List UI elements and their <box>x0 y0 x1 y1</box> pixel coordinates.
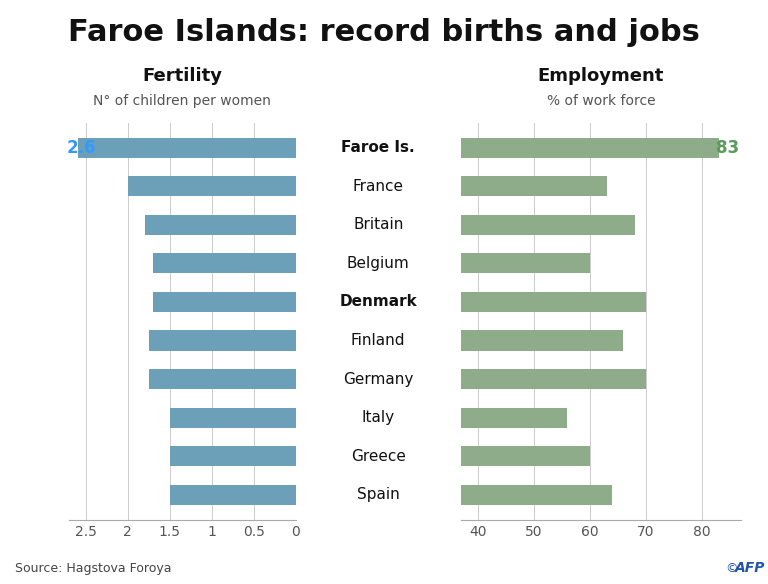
Text: % of work force: % of work force <box>547 94 655 108</box>
Bar <box>253 331 624 350</box>
Text: ©: © <box>726 562 742 575</box>
Bar <box>253 253 590 273</box>
Bar <box>170 408 296 427</box>
Text: Greece: Greece <box>351 449 406 464</box>
Bar <box>253 292 646 312</box>
Bar <box>170 485 296 505</box>
Text: Italy: Italy <box>362 410 395 425</box>
Bar <box>127 176 296 196</box>
Bar <box>153 292 296 312</box>
Text: Faroe Islands: record births and jobs: Faroe Islands: record births and jobs <box>68 18 700 47</box>
Bar <box>144 215 296 235</box>
Bar <box>170 446 296 466</box>
Text: Belgium: Belgium <box>347 256 409 271</box>
Bar <box>253 485 612 505</box>
Text: Employment: Employment <box>538 67 664 85</box>
Text: France: France <box>353 179 404 194</box>
Bar <box>149 369 296 389</box>
Text: Fertility: Fertility <box>142 67 223 85</box>
Text: Germany: Germany <box>343 371 413 387</box>
Text: Source: Hagstova Foroya: Source: Hagstova Foroya <box>15 562 172 575</box>
Text: Faroe Is.: Faroe Is. <box>342 140 415 155</box>
Text: Finland: Finland <box>351 333 406 348</box>
Bar <box>149 331 296 350</box>
Bar <box>253 446 590 466</box>
Bar <box>253 369 646 389</box>
Bar <box>78 138 296 158</box>
Bar <box>253 215 634 235</box>
Text: Spain: Spain <box>357 487 399 502</box>
Text: Denmark: Denmark <box>339 294 417 310</box>
Text: N° of children per women: N° of children per women <box>94 94 271 108</box>
Text: AFP: AFP <box>735 561 766 575</box>
Bar <box>253 176 607 196</box>
Bar <box>253 408 568 427</box>
Text: 83: 83 <box>717 139 740 157</box>
Text: Britain: Britain <box>353 217 403 232</box>
Bar <box>253 138 719 158</box>
Text: 2.6: 2.6 <box>67 139 96 157</box>
Bar <box>153 253 296 273</box>
